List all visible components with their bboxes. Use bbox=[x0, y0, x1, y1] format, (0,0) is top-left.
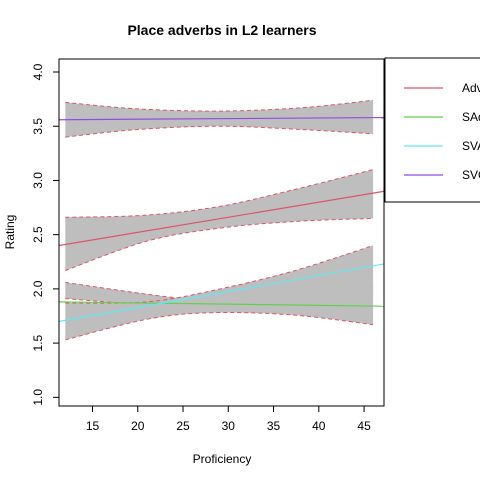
y-tick-label: 3.0 bbox=[31, 172, 45, 189]
y-axis: 1.0 1.5 2.0 2.5 3.0 3.5 4.0 bbox=[31, 63, 59, 405]
legend-label-svadvo: SVAdvO bbox=[462, 139, 480, 153]
legend: AdvSVO SAdvVO SVAdvO SVOAdv bbox=[385, 58, 480, 202]
y-tick-label: 1.0 bbox=[31, 389, 45, 406]
x-tick-label: 15 bbox=[86, 419, 100, 433]
x-axis-label: Proficiency bbox=[193, 452, 252, 466]
x-tick-label: 35 bbox=[267, 419, 281, 433]
x-tick-label: 30 bbox=[222, 419, 236, 433]
y-axis-label: Rating bbox=[3, 215, 17, 250]
legend-label-svoadv: SVOAdv bbox=[462, 168, 480, 182]
x-axis: 15 20 25 30 35 40 45 bbox=[86, 406, 371, 433]
y-tick-label: 2.0 bbox=[31, 280, 45, 297]
y-tick-label: 1.5 bbox=[31, 334, 45, 351]
x-tick-label: 20 bbox=[131, 419, 145, 433]
x-tick-label: 40 bbox=[312, 419, 326, 433]
y-tick-label: 3.5 bbox=[31, 118, 45, 135]
x-tick-label: 45 bbox=[357, 419, 371, 433]
y-tick-label: 2.5 bbox=[31, 226, 45, 243]
x-tick-label: 25 bbox=[176, 419, 190, 433]
legend-label-sadvvo: SAdvVO bbox=[462, 110, 480, 124]
chart-title: Place adverbs in L2 learners bbox=[127, 22, 316, 38]
legend-label-advsvo: AdvSVO bbox=[462, 81, 480, 95]
y-tick-label: 4.0 bbox=[31, 63, 45, 80]
plot-area bbox=[59, 100, 384, 340]
